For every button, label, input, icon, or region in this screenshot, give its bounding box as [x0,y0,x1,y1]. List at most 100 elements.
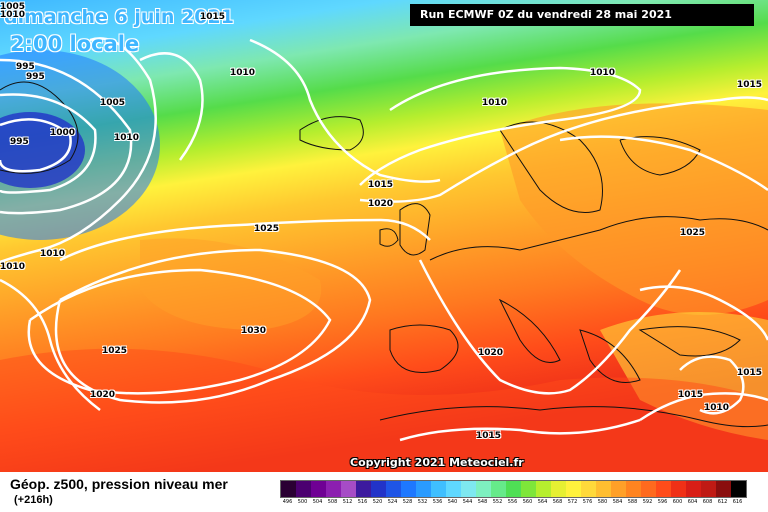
color-swatch [401,481,416,497]
scale-tick-label: 528 [402,499,413,505]
isobar-label: 1005 [100,98,126,108]
color-swatch [386,481,401,497]
scale-tick-label: 540 [447,499,458,505]
isobar-label: 1015 [678,390,704,400]
isobar-label: 1015 [737,80,763,90]
color-swatch [341,481,356,497]
isobar-label: 1015 [200,12,226,22]
scale-tick-label: 508 [327,499,338,505]
scale-tick-label: 564 [537,499,548,505]
color-swatch [326,481,341,497]
color-swatch [581,481,596,497]
color-swatch [446,481,461,497]
scale-tick-label: 608 [702,499,713,505]
color-swatch [311,481,326,497]
forecast-lead-time: (+216h) [14,494,53,506]
color-swatch [701,481,716,497]
color-swatch [551,481,566,497]
color-swatch [461,481,476,497]
color-swatch [656,481,671,497]
scale-tick-label: 500 [297,499,308,505]
scale-tick-label: 596 [657,499,668,505]
scale-tick-label: 616 [732,499,743,505]
isobar-label: 1010 [590,68,616,78]
ridge-europe [500,103,768,315]
forecast-date: dimanche 6 juin 2021 [4,6,234,28]
isobar-label: 995 [10,137,29,147]
weather-map: dimanche 6 juin 2021 2:00 locale Run ECM… [0,0,768,472]
color-swatch [476,481,491,497]
isobar-label: 1020 [368,199,394,209]
legend-title: Géop. z500, pression niveau mer [10,476,228,492]
isobars [0,37,768,442]
color-swatch [506,481,521,497]
color-swatch [356,481,371,497]
isobar-label: 1010 [0,262,26,272]
isobar-label: 1010 [704,403,730,413]
color-swatch [626,481,641,497]
isobar-label: 1010 [0,10,26,20]
isobar-label: 1020 [478,348,504,358]
scale-tick-label: 576 [582,499,593,505]
isobar-label: 1000 [50,128,76,138]
scale-tick-label: 516 [357,499,368,505]
scale-tick-label: 536 [432,499,443,505]
isobar-label: 1025 [102,346,128,356]
scale-tick-label: 580 [597,499,608,505]
isobar-label: 1020 [90,390,116,400]
run-info: Run ECMWF 0Z du vendredi 28 mai 2021 [410,4,754,26]
isobar-label: 1015 [476,431,502,441]
scale-tick-label: 568 [552,499,563,505]
color-swatch [491,481,506,497]
isobar-label: 1010 [230,68,256,78]
color-swatch [416,481,431,497]
scale-tick-label: 560 [522,499,533,505]
scale-tick-label: 556 [507,499,518,505]
color-swatch [566,481,581,497]
scale-tick-label: 548 [477,499,488,505]
scale-tick-label: 604 [687,499,698,505]
scale-tick-label: 520 [372,499,383,505]
color-swatch [431,481,446,497]
color-swatch [671,481,686,497]
isobar-label: 1005 [0,2,26,12]
color-swatch [611,481,626,497]
scale-tick-label: 588 [627,499,638,505]
color-swatch [731,481,746,497]
scale-tick-label: 592 [642,499,653,505]
forecast-local-time: 2:00 locale [10,32,140,56]
color-swatch [281,481,296,497]
color-swatch [641,481,656,497]
scale-tick-label: 612 [717,499,728,505]
legend-footer: Géop. z500, pression niveau mer (+216h) … [0,472,768,512]
isobar-label: 1025 [680,228,706,238]
color-scale-bar [280,480,747,498]
isobar-label: 1025 [254,224,280,234]
scale-tick-label: 572 [567,499,578,505]
scale-tick-label: 600 [672,499,683,505]
atlantic-high-region [140,238,322,330]
color-scale-ticks: 496 500 504 508 512 516 520 524 528 532 536 540 544 5… [280,499,745,507]
isobar-label: 1030 [241,326,267,336]
scale-tick-label: 584 [612,499,623,505]
coastlines [0,81,768,428]
isobar-label: 1015 [368,180,394,190]
color-swatch [371,481,386,497]
isobar-label: 995 [16,62,35,72]
color-swatch [716,481,731,497]
map-canvas [0,0,768,472]
isobar-label: 1010 [482,98,508,108]
color-swatch [596,481,611,497]
copyright: Copyright 2021 Meteociel.fr [350,456,524,469]
scale-tick-label: 524 [387,499,398,505]
color-swatch [296,481,311,497]
scale-tick-label: 544 [462,499,473,505]
subtropical-belt [0,348,768,472]
scale-tick-label: 532 [417,499,428,505]
isobar-label: 1010 [40,249,66,259]
isobar-label: 1015 [737,368,763,378]
color-swatch [536,481,551,497]
scale-tick-label: 552 [492,499,503,505]
scale-tick-label: 504 [312,499,323,505]
scale-tick-label: 496 [282,499,293,505]
